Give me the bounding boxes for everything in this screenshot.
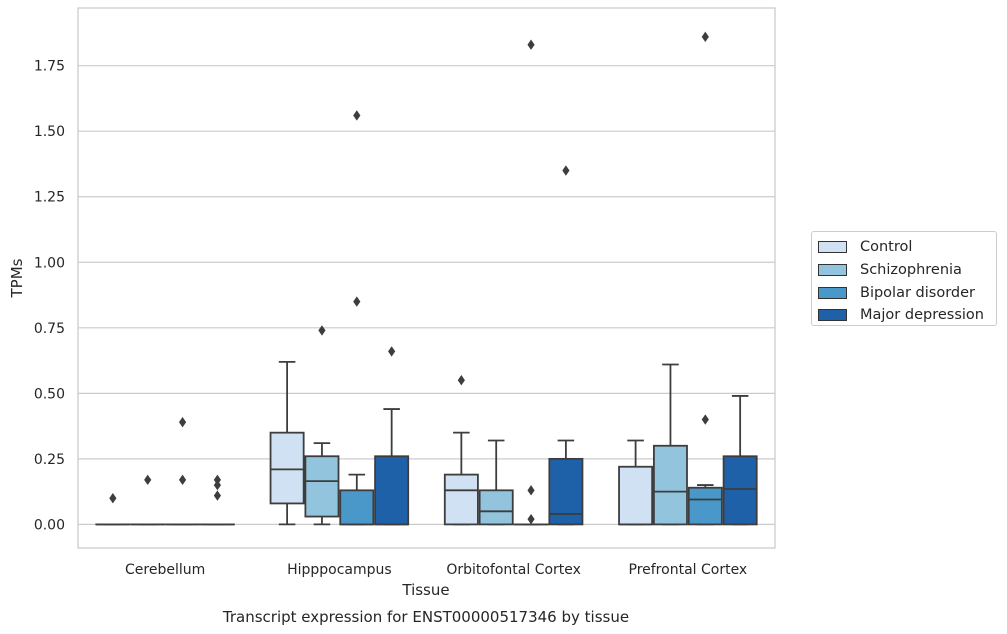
y-tick-label: 0.25 [34, 452, 65, 468]
legend-label: Major depression [860, 307, 984, 324]
legend-item: Control [818, 236, 996, 259]
outlier-point [353, 296, 361, 307]
chart-caption: Transcript expression for ENST0000051734… [222, 608, 629, 626]
legend-swatch [818, 241, 847, 254]
y-tick-label: 1.00 [34, 255, 65, 271]
grid-lines [78, 65, 775, 526]
outlier-point [213, 474, 221, 486]
legend-swatch [818, 286, 847, 299]
x-tick-label: Cerebellum [125, 562, 205, 578]
legend-label: Schizophrenia [860, 262, 962, 279]
y-tick-label: 1.25 [34, 190, 65, 206]
outlier-point [527, 513, 535, 525]
box-2-1 [478, 439, 514, 526]
box-3-3 [722, 395, 758, 526]
iqr-box [618, 465, 654, 526]
outlier-point [109, 492, 117, 504]
legend-item: Bipolar disorder [818, 281, 996, 304]
box-1-0 [269, 360, 305, 526]
outlier-point [318, 325, 326, 336]
outlier-point [527, 39, 535, 50]
outlier-point [144, 474, 152, 486]
box-2-0 [443, 431, 479, 526]
legend-label: Bipolar disorder [860, 284, 975, 301]
iqr-box [269, 431, 305, 505]
outliers [109, 31, 709, 525]
legend-swatch [818, 309, 847, 322]
plot-frame [77, 7, 776, 549]
x-tick-label: Hipppocampus [287, 562, 392, 578]
outlier-point [178, 416, 187, 428]
box-3-1 [652, 363, 688, 526]
outlier-point [457, 375, 465, 386]
iqr-box [652, 444, 688, 526]
y-axis-label: TPMs [8, 258, 26, 298]
y-tick-label: 1.50 [34, 124, 65, 140]
outlier-point [213, 490, 221, 501]
legend-label: Control [860, 239, 913, 256]
box-3-2 [687, 484, 723, 526]
legend-item: Major depression [818, 304, 996, 327]
y-tick-labels: 0.00 0.25 0.50 0.75 1.00 1.25 1.50 1.75 [34, 59, 65, 534]
y-tick-label: 0.75 [34, 321, 65, 337]
box-1-3 [374, 408, 410, 526]
x-axis-label: Tissue [401, 581, 449, 599]
x-tick-labels: Cerebellum Hipppocampus Orbitofontal Corte… [125, 562, 747, 578]
iqr-box [304, 455, 340, 518]
boxes [95, 360, 758, 526]
box-3-0 [618, 439, 654, 526]
x-tick-label: Orbitofontal Cortex [446, 562, 581, 578]
outlier-point [701, 31, 709, 43]
iqr-box [478, 489, 514, 526]
box-1-2 [339, 473, 375, 526]
outlier-point [213, 479, 221, 491]
legend-item: Schizophrenia [818, 259, 996, 282]
iqr-box [443, 473, 479, 526]
iqr-box [687, 486, 723, 526]
y-tick-label: 0.50 [34, 386, 65, 402]
outlier-point [701, 414, 709, 425]
y-tick-label: 0.00 [34, 517, 65, 533]
outlier-point [178, 474, 187, 486]
outlier-point [527, 485, 535, 496]
iqr-box [722, 455, 758, 526]
box-1-1 [304, 442, 340, 526]
y-tick-label: 1.75 [34, 59, 65, 75]
legend: Control Schizophrenia Bipolar disorder Majo… [811, 231, 997, 326]
iqr-box [339, 489, 375, 526]
legend-swatch [818, 264, 847, 277]
outlier-point [388, 346, 396, 357]
x-tick-label: Prefrontal Cortex [629, 562, 748, 578]
box-2-3 [548, 439, 584, 526]
outlier-point [353, 110, 361, 121]
iqr-box [374, 455, 410, 526]
outlier-point [562, 165, 570, 176]
